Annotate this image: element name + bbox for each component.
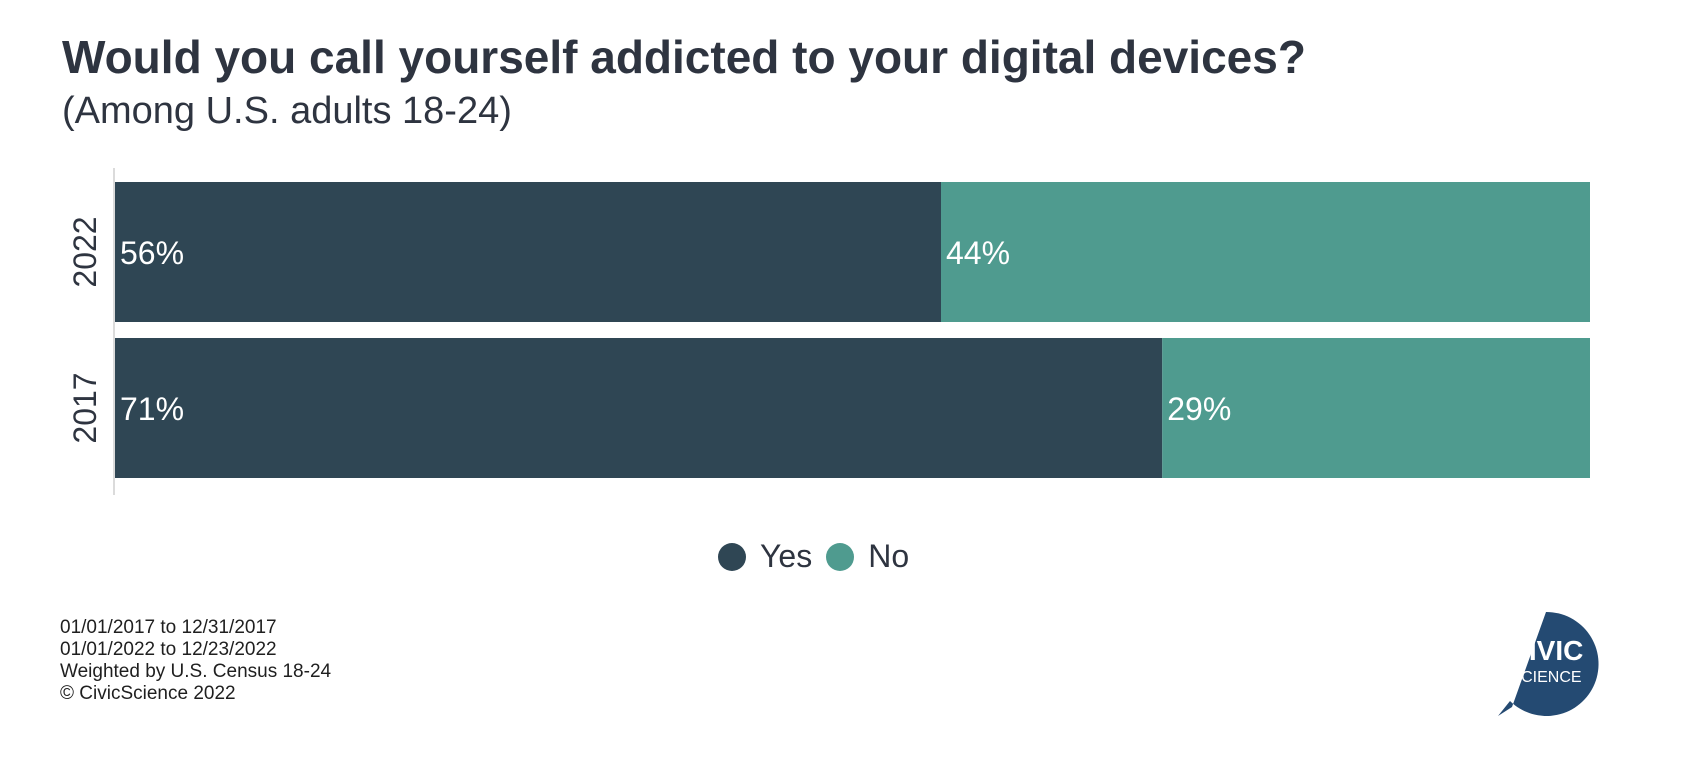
bar-no-2017-label: 29% — [1167, 391, 1231, 427]
bar-yes-2022-label: 56% — [120, 235, 184, 271]
bar-yes-2017 — [115, 338, 1163, 478]
legend-item-yes: Yes — [718, 538, 812, 575]
legend-item-no: No — [826, 538, 909, 575]
bar-no-2022 — [941, 182, 1590, 322]
logo-bubble-shape — [1498, 611, 1599, 716]
civicscience-logo: CIVIC SCIENCE — [1498, 611, 1599, 716]
category-label-2017: 2017 — [67, 372, 103, 443]
footer-notes: 01/01/2017 to 12/31/2017 01/01/2022 to 1… — [60, 617, 331, 705]
footer-line: 01/01/2022 to 12/23/2022 — [60, 639, 277, 660]
logo-text-science: SCIENCE — [1510, 669, 1581, 686]
footer-line: © CivicScience 2022 — [60, 683, 236, 704]
logo-text-civic: CIVIC — [1509, 635, 1584, 666]
category-label-2022: 2022 — [67, 216, 103, 287]
bar-no-2017 — [1162, 338, 1590, 478]
chart-title: Would you call yourself addicted to your… — [62, 31, 1306, 83]
bar-no-2022-label: 44% — [946, 235, 1010, 271]
footer-line: 01/01/2017 to 12/31/2017 — [60, 617, 277, 638]
legend-label-yes: Yes — [760, 538, 813, 574]
legend-swatch-yes — [718, 542, 746, 571]
legend-label-no: No — [868, 538, 910, 574]
legend: Yes No — [718, 538, 909, 575]
stacked-bar-chart: 56% 44% 2022 71% 29% 2017 — [67, 168, 1590, 495]
bar-yes-2017-label: 71% — [120, 391, 184, 427]
footer-line: Weighted by U.S. Census 18-24 — [60, 661, 332, 682]
chart-subtitle: (Among U.S. adults 18-24) — [62, 90, 512, 132]
legend-swatch-no — [826, 542, 855, 571]
bar-yes-2022 — [115, 182, 941, 322]
